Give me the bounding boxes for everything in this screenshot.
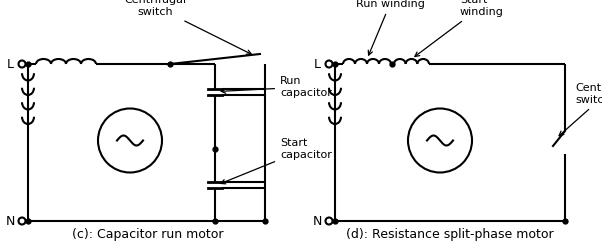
Text: N: N	[312, 214, 321, 228]
Text: (d): Resistance split-phase motor: (d): Resistance split-phase motor	[346, 228, 554, 241]
Text: L: L	[7, 58, 13, 70]
Text: Centrifugal
switch: Centrifugal switch	[559, 83, 602, 136]
Text: Start
winding: Start winding	[415, 0, 504, 57]
Text: L: L	[314, 58, 320, 70]
Text: N: N	[5, 214, 14, 228]
Text: Run winding: Run winding	[356, 0, 424, 55]
Text: Start
capacitor: Start capacitor	[221, 138, 332, 184]
Text: Run
capacitor: Run capacitor	[221, 76, 332, 98]
Text: (c): Capacitor run motor: (c): Capacitor run motor	[72, 228, 224, 241]
Text: Centrifugal
switch: Centrifugal switch	[124, 0, 251, 54]
